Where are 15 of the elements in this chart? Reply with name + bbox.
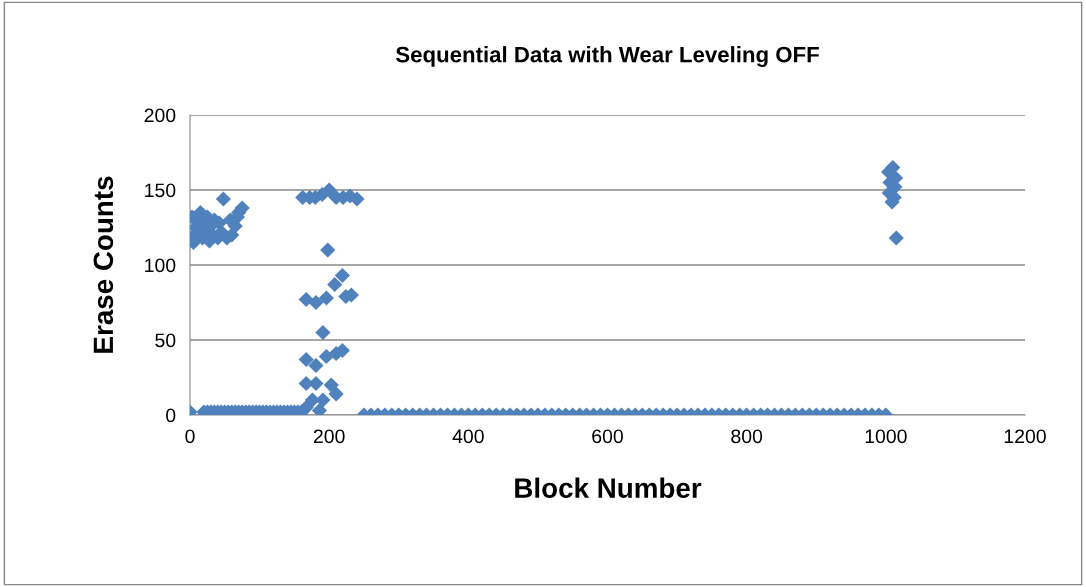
x-tick-label: 200 — [313, 429, 345, 444]
y-tick-label: 150 — [145, 183, 176, 198]
x-tick-label: 400 — [452, 429, 484, 444]
chart-title: Sequential Data with Wear Leveling OFF — [395, 46, 819, 67]
x-tick-label: 600 — [592, 429, 623, 444]
y-tick-label: 50 — [155, 333, 176, 348]
y-tick-label: 200 — [144, 108, 176, 123]
x-tick-label: 1200 — [1004, 429, 1046, 444]
y-tick-label: 100 — [145, 258, 176, 273]
x-axis-title: Block Number — [515, 477, 702, 498]
x-tick-label: 1000 — [865, 429, 907, 444]
y-tick-label: 0 — [166, 408, 176, 423]
x-tick-label: 800 — [731, 429, 763, 444]
x-tick-label: 0 — [185, 429, 195, 444]
y-axis-title: Erase Counts — [93, 176, 114, 353]
